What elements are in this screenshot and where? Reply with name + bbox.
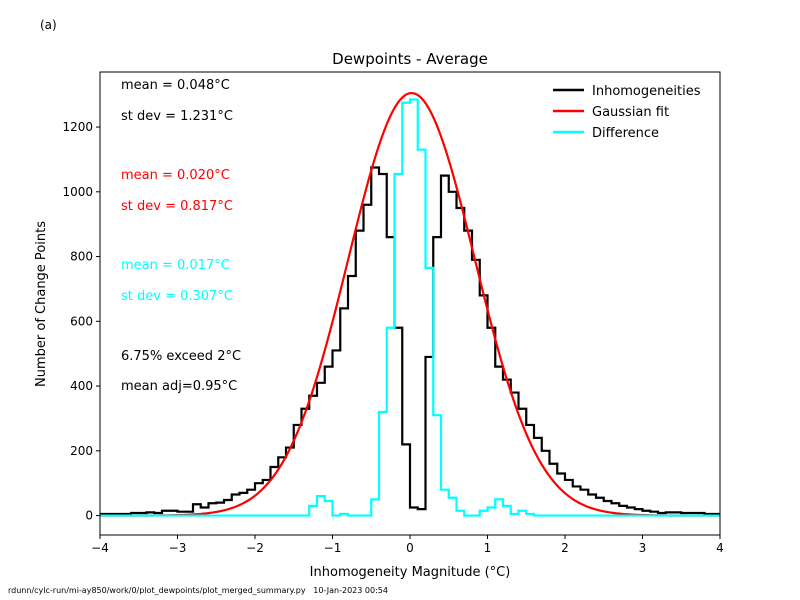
y-tick-label: 1200 xyxy=(62,120,93,134)
stats-annotation: mean = 0.017°C xyxy=(121,258,230,273)
x-tick-label: 3 xyxy=(639,541,647,555)
y-tick-label: 600 xyxy=(70,314,93,328)
series-line-inhomogeneities xyxy=(100,166,720,516)
stats-annotation: mean adj=0.95°C xyxy=(121,379,237,394)
x-tick-label: −1 xyxy=(324,541,342,555)
x-tick-label: −2 xyxy=(246,541,264,555)
chart-title: Dewpoints - Average xyxy=(332,50,488,68)
y-tick-label: 400 xyxy=(70,379,93,393)
series-line-gaussian-fit xyxy=(100,91,720,517)
stats-annotation: mean = 0.048°C xyxy=(121,78,230,93)
stats-annotation: mean = 0.020°C xyxy=(121,168,230,183)
x-tick-label: −3 xyxy=(169,541,187,555)
legend-label: Gaussian fit xyxy=(592,105,669,120)
x-tick-label: 4 xyxy=(716,541,724,555)
stats-annotation: st dev = 1.231°C xyxy=(121,109,233,124)
stats-annotation: st dev = 0.817°C xyxy=(121,199,233,214)
plot-area: −4 −3 −2 −1 0 1 2 3 4 0 200 400 600 800 1000 1200 mean =… xyxy=(62,71,724,555)
legend-label: Inhomogeneities xyxy=(592,84,701,99)
y-tick-label: 0 xyxy=(85,509,93,523)
series-group xyxy=(100,91,720,517)
x-tick-label: 2 xyxy=(561,541,569,555)
legend-label: Difference xyxy=(592,126,659,141)
x-axis-label: Inhomogeneity Magnitude (°C) xyxy=(310,565,511,580)
x-tick-label: 1 xyxy=(484,541,492,555)
y-tick-label: 200 xyxy=(70,444,93,458)
y-tick-label: 1000 xyxy=(62,185,93,199)
legend: Inhomogeneities Gaussian fit Difference xyxy=(553,84,701,141)
x-tick-label: 0 xyxy=(406,541,414,555)
panel-label: (a) xyxy=(40,18,57,32)
x-tick-label: −4 xyxy=(91,541,109,555)
stats-annotation: 6.75% exceed 2°C xyxy=(121,349,241,364)
y-tick-label: 800 xyxy=(70,250,93,264)
footer-text: rdunn/cylc-run/mi-ay850/work/0/plot_dewp… xyxy=(8,586,388,595)
y-axis-label: Number of Change Points xyxy=(34,221,49,387)
series-line-difference xyxy=(100,98,720,517)
stats-annotation: st dev = 0.307°C xyxy=(121,289,233,304)
